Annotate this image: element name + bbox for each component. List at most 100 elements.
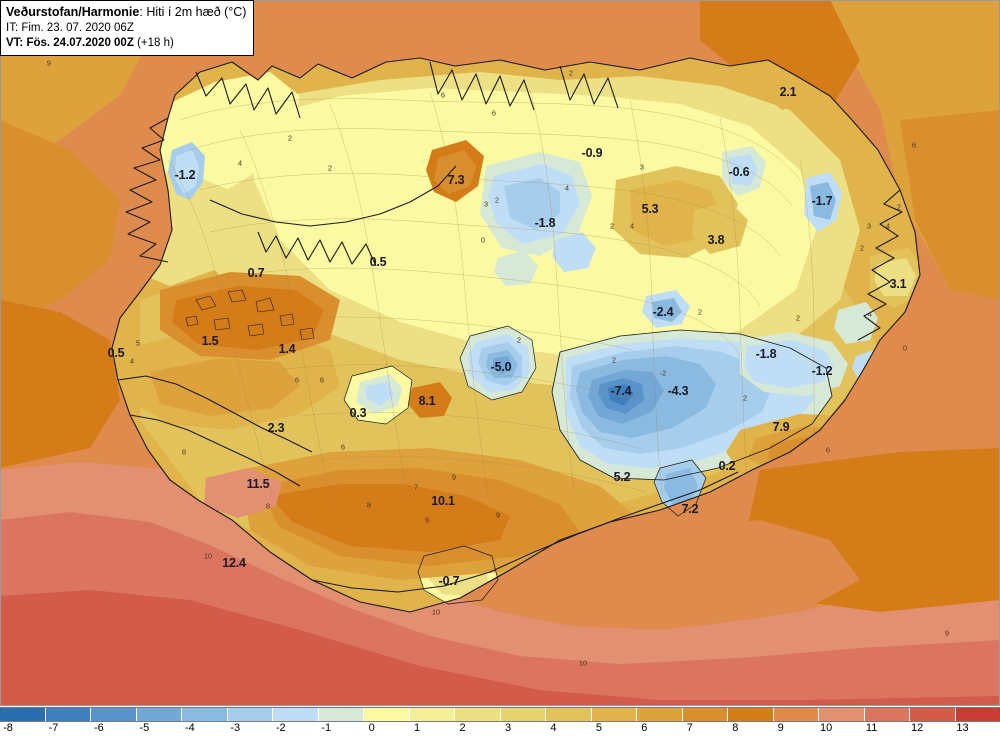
color-scale-cell bbox=[45, 708, 91, 721]
temperature-map[interactable]: -1.2 2.1 -0.9 -0.6 -1.7 7.3 -1.8 5.3 3.8 0.7 0.5 3.… bbox=[0, 0, 1000, 706]
temperature-label: 8.1 bbox=[418, 394, 436, 408]
color-scale-cell bbox=[500, 708, 546, 721]
contour-number: 2 bbox=[516, 335, 522, 345]
color-scale-cell bbox=[136, 708, 182, 721]
contour-number: 8 bbox=[265, 501, 271, 511]
contour-number: 10 bbox=[203, 551, 213, 561]
temperature-label: 5.2 bbox=[613, 470, 631, 484]
contour-number: 2 bbox=[494, 195, 500, 205]
temperature-label: -4.3 bbox=[667, 384, 689, 398]
temperature-label: -1.2 bbox=[811, 364, 833, 378]
color-scale-tick-label: -4 bbox=[184, 722, 195, 734]
temperature-label: 3.1 bbox=[889, 277, 907, 291]
contour-number: 2 bbox=[287, 133, 293, 143]
temperature-label: -0.9 bbox=[581, 146, 603, 160]
color-scale-tick-label: 7 bbox=[686, 722, 693, 734]
contour-number: 6 bbox=[340, 442, 346, 452]
color-scale-cell bbox=[955, 708, 1000, 721]
color-scale-bands[interactable] bbox=[0, 707, 1000, 722]
color-scale-cell bbox=[637, 708, 683, 721]
color-scale-tick-label: 9 bbox=[777, 722, 784, 734]
contour-number: 9 bbox=[451, 472, 457, 482]
temperature-label: 7.3 bbox=[447, 173, 465, 187]
temperature-label: -1.8 bbox=[534, 216, 556, 230]
contour-number: 6 bbox=[440, 90, 446, 100]
map-canvas bbox=[0, 0, 1000, 706]
contour-number: 3 bbox=[866, 221, 872, 231]
color-scale-cell bbox=[318, 708, 364, 721]
color-scale-cell bbox=[682, 708, 728, 721]
color-scale-cell bbox=[773, 708, 819, 721]
color-scale-cell bbox=[273, 708, 319, 721]
temperature-label: -5.0 bbox=[490, 360, 512, 374]
color-scale-cell bbox=[864, 708, 910, 721]
contour-number: 4 bbox=[885, 221, 891, 231]
temperature-label: -1.2 bbox=[174, 168, 196, 182]
color-scale-tick-label: 11 bbox=[865, 722, 878, 734]
color-scale-tick-label: -2 bbox=[275, 722, 286, 734]
contour-number: 4 bbox=[564, 183, 570, 193]
color-scale-tick-label: -1 bbox=[321, 722, 332, 734]
temperature-label: 0.2 bbox=[718, 459, 736, 473]
contour-number: 6 bbox=[825, 445, 831, 455]
contour-number: 4 bbox=[629, 221, 635, 231]
color-scale-ticks: -8 -7 -6 -5 -4 -3 -2 -1 0 1 2 3 4 5 6 7 8 9 10 11 12 13 bbox=[0, 722, 1000, 736]
temperature-label: 5.3 bbox=[641, 202, 659, 216]
color-scale-tick-label: -5 bbox=[139, 722, 150, 734]
contour-number: 2 bbox=[327, 163, 333, 173]
contour-number: 4 bbox=[237, 158, 243, 168]
color-scale-cell bbox=[546, 708, 592, 721]
temperature-label: 2.1 bbox=[779, 85, 797, 99]
color-scale-tick-label: 13 bbox=[956, 722, 969, 734]
color-scale-tick-label: 2 bbox=[459, 722, 466, 734]
contour-number: 7 bbox=[413, 482, 419, 492]
contour-number: 0 bbox=[902, 343, 908, 353]
color-scale-tick-label: 0 bbox=[368, 722, 375, 734]
contour-number: 9 bbox=[46, 58, 52, 68]
color-scale-cell bbox=[227, 708, 273, 721]
temperature-label: 11.5 bbox=[246, 477, 270, 491]
contour-number: 3 bbox=[483, 199, 489, 209]
contour-number: 2 bbox=[742, 393, 748, 403]
color-scale-tick-label: 1 bbox=[414, 722, 421, 734]
land-temperature-field bbox=[112, 58, 920, 612]
contour-number: 9 bbox=[944, 628, 950, 638]
color-scale-tick-label: 4 bbox=[550, 722, 557, 734]
color-scale-tick-label: 6 bbox=[641, 722, 648, 734]
color-scale-cell bbox=[182, 708, 228, 721]
color-scale-tick-label: 12 bbox=[910, 722, 924, 734]
contour-number: 2 bbox=[611, 355, 617, 365]
color-scale-cell bbox=[591, 708, 637, 721]
valid-time-line: VT: Fös. 24.07.2020 00Z (+18 h) bbox=[6, 36, 246, 51]
temperature-label: 0.5 bbox=[369, 255, 387, 269]
color-scale-tick-label: -6 bbox=[94, 722, 104, 734]
contour-number: 2 bbox=[896, 202, 902, 212]
color-scale-cell bbox=[910, 708, 956, 721]
contour-number: 8 bbox=[366, 500, 372, 510]
contour-number: 4 bbox=[129, 356, 135, 366]
color-scale[interactable]: -8 -7 -6 -5 -4 -3 -2 -1 0 1 2 3 4 5 6 7 8 9 10 11 12 13 bbox=[0, 706, 1000, 736]
temperature-label: 12.4 bbox=[222, 556, 246, 570]
contour-number: 2 bbox=[859, 243, 865, 253]
color-scale-cell bbox=[455, 708, 501, 721]
temperature-label: 1.5 bbox=[201, 334, 219, 348]
temperature-label: 10.1 bbox=[431, 494, 455, 508]
temperature-label: -7.4 bbox=[610, 384, 632, 398]
contour-number: 4 bbox=[867, 309, 873, 319]
temperature-label: -1.8 bbox=[755, 347, 777, 361]
model-name: Veðurstofan/Harmonie bbox=[6, 5, 140, 19]
contour-number: 2 bbox=[568, 68, 574, 78]
temperature-label: 7.9 bbox=[772, 420, 790, 434]
temperature-label: 0.5 bbox=[107, 346, 125, 360]
color-scale-tick-label: 3 bbox=[504, 722, 512, 734]
contour-number: -2 bbox=[659, 368, 667, 378]
contour-number: 9 bbox=[495, 510, 501, 520]
contour-number: 10 bbox=[578, 658, 588, 668]
contour-number: 6 bbox=[319, 375, 325, 385]
contour-number: 6 bbox=[911, 140, 917, 150]
contour-number: 9 bbox=[424, 515, 430, 525]
valid-time-label: VT: Fös. 24.07.2020 00Z bbox=[6, 36, 134, 49]
parameter-label: : Hiti í 2m hæð (°C) bbox=[139, 5, 247, 19]
contour-number: 2 bbox=[609, 221, 615, 231]
